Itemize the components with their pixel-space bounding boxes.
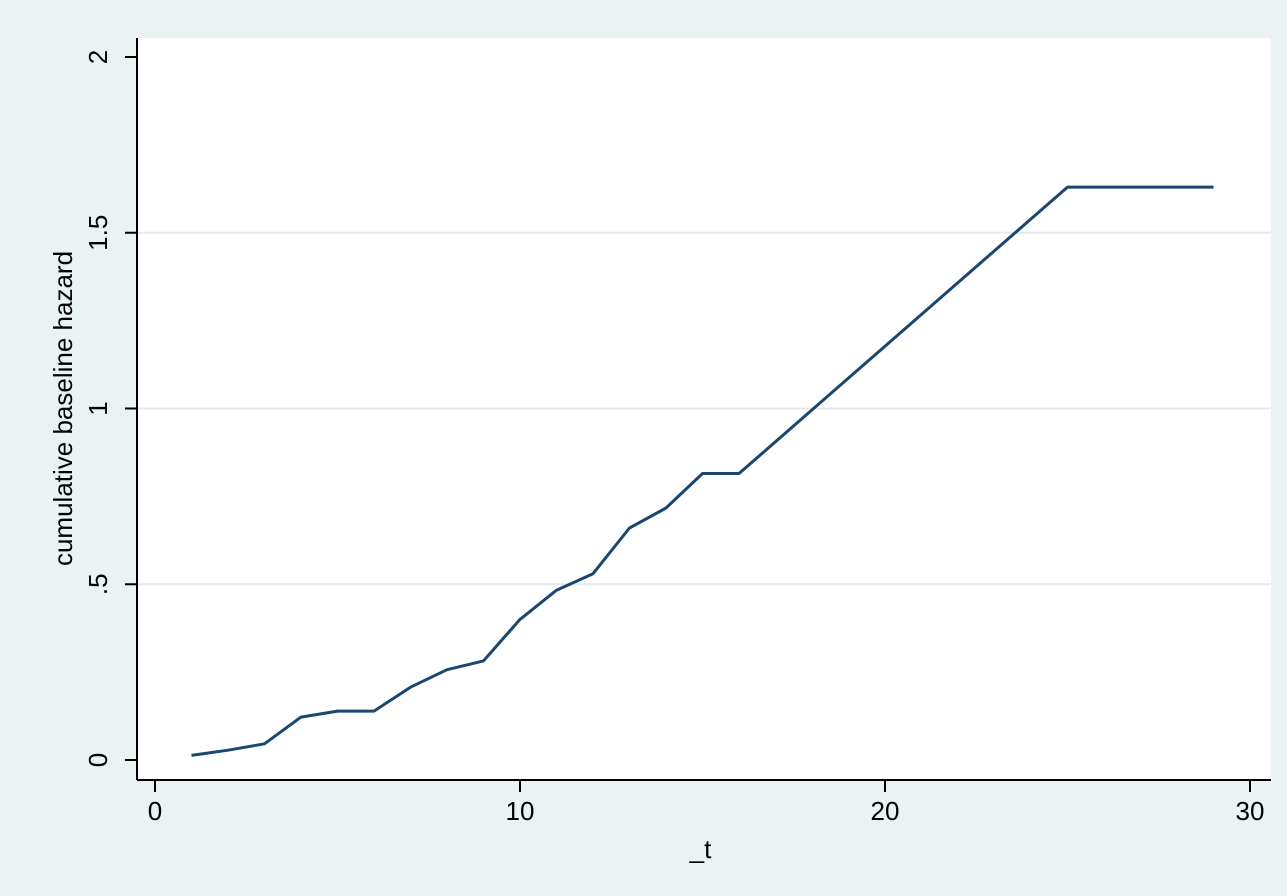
y-axis-title: cumulative baseline hazard <box>48 251 78 566</box>
tick-labels: 0.511.520 10 20 30 <box>83 50 1264 826</box>
series-layer <box>191 185 1214 757</box>
y-tick-label: 1.5 <box>83 215 113 251</box>
gridlines <box>137 231 1271 586</box>
axes <box>125 38 1271 792</box>
y-tick-label: 0 <box>83 753 113 767</box>
x-tick-label: 20 <box>871 796 900 826</box>
y-tick-label: 2 <box>83 50 113 64</box>
x-tick-label: 30 <box>1236 796 1265 826</box>
x-axis-title: _t <box>689 834 712 864</box>
y-tick-label: .5 <box>83 573 113 595</box>
y-tick-label: 1 <box>83 401 113 415</box>
x-tick-label: 0 <box>148 796 162 826</box>
series-line <box>191 185 1214 757</box>
x-tick-label: 10 <box>506 796 535 826</box>
